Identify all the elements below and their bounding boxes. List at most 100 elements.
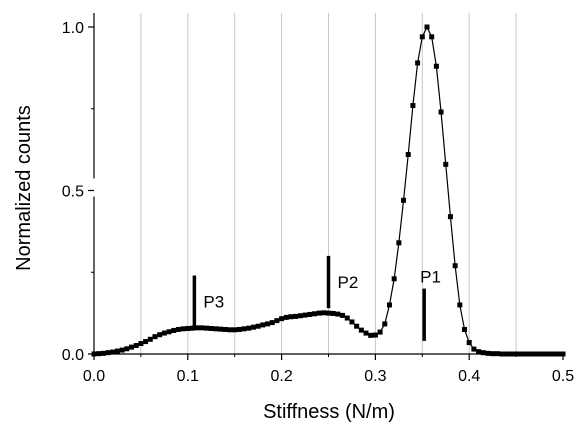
data-point (232, 327, 238, 333)
gridlines (140, 13, 517, 354)
data-point (194, 325, 200, 331)
data-point (391, 276, 397, 282)
data-point (452, 263, 458, 269)
x-tick-label: 0.3 (364, 368, 386, 385)
data-point (457, 302, 463, 308)
data-point (316, 310, 322, 316)
data-point (330, 310, 336, 316)
data-point (283, 314, 289, 320)
data-point (213, 326, 219, 332)
data-point (100, 350, 106, 356)
y-axis-title: Normalized counts (13, 105, 35, 271)
data-point (274, 318, 280, 324)
data-point (138, 341, 144, 347)
data-point (429, 34, 435, 40)
data-point (335, 311, 341, 317)
data-point (462, 326, 468, 332)
data-point (293, 313, 299, 319)
data-point (105, 350, 111, 356)
data-point (133, 342, 139, 348)
data-point (171, 327, 177, 333)
data-point (180, 326, 186, 332)
data-point (410, 102, 416, 108)
x-axis-title: Stiffness (N/m) (263, 401, 395, 423)
data-point (185, 325, 191, 331)
data-point (302, 312, 308, 318)
data-point (175, 326, 181, 332)
x-tick-label: 0.1 (177, 368, 199, 385)
data-point (152, 334, 158, 340)
data-point (358, 327, 364, 333)
data-point (354, 323, 360, 329)
data-point (480, 350, 486, 356)
data-point (471, 346, 477, 352)
peak-labels: P1 P2 P3 (203, 268, 441, 312)
data-point (321, 310, 327, 316)
data-point (405, 152, 411, 158)
data-point (349, 319, 355, 325)
data-point (147, 336, 153, 342)
data-point (241, 326, 247, 332)
data-point (246, 325, 252, 331)
data-point (227, 327, 233, 333)
x-tick-label: 0.5 (552, 368, 574, 385)
data-point (307, 311, 313, 317)
data-point (466, 340, 472, 346)
data-point (166, 329, 172, 335)
y-tick-label: 0.5 (62, 184, 84, 201)
data-point (157, 332, 163, 338)
data-point (424, 24, 430, 30)
data-point (443, 161, 449, 167)
data-point (114, 348, 120, 354)
data-point (269, 320, 275, 326)
ticks: 0.0 0.1 0.2 0.3 0.4 0.5 0.0 0.5 1.0 (62, 20, 574, 385)
data-point (415, 60, 421, 66)
data-point (110, 349, 116, 355)
data-point (129, 344, 135, 350)
peak-label: P2 (338, 273, 359, 292)
data-point (326, 310, 331, 316)
data-point (199, 325, 205, 331)
x-tick-label: 0.4 (458, 368, 480, 385)
data-point (419, 34, 425, 40)
data-point (401, 197, 407, 203)
peak-label: P1 (420, 268, 441, 287)
data-point (311, 311, 317, 317)
data-point (297, 313, 303, 319)
data-point (236, 326, 242, 332)
y-tick-label: 0.0 (62, 347, 84, 364)
data-point (204, 325, 210, 331)
data-point (368, 332, 374, 338)
data-point (119, 347, 125, 353)
data-point (363, 330, 369, 336)
data-point (485, 350, 491, 356)
data-point (279, 316, 285, 322)
data-point (260, 322, 266, 328)
data-point (476, 349, 482, 355)
data-point (143, 339, 149, 345)
data-point (377, 329, 383, 335)
data-point (433, 63, 439, 69)
y-tick-label: 1.0 (62, 20, 84, 37)
data-point (161, 330, 167, 336)
data-point (344, 315, 350, 321)
data-point (189, 325, 195, 331)
data-point (208, 325, 214, 331)
data-point (124, 346, 130, 352)
x-tick-label: 0.0 (83, 368, 105, 385)
data-point (288, 314, 294, 320)
data-point (340, 312, 346, 318)
data-point (396, 240, 402, 246)
x-tick-label: 0.2 (270, 368, 292, 385)
peak-markers (192, 255, 426, 341)
data-point (250, 324, 256, 330)
data-point (255, 323, 261, 329)
data-point (372, 332, 378, 338)
data-point (382, 321, 388, 327)
data-point (447, 214, 453, 220)
data-point (386, 302, 392, 308)
peak-label: P3 (203, 293, 224, 312)
data-point (265, 321, 271, 327)
